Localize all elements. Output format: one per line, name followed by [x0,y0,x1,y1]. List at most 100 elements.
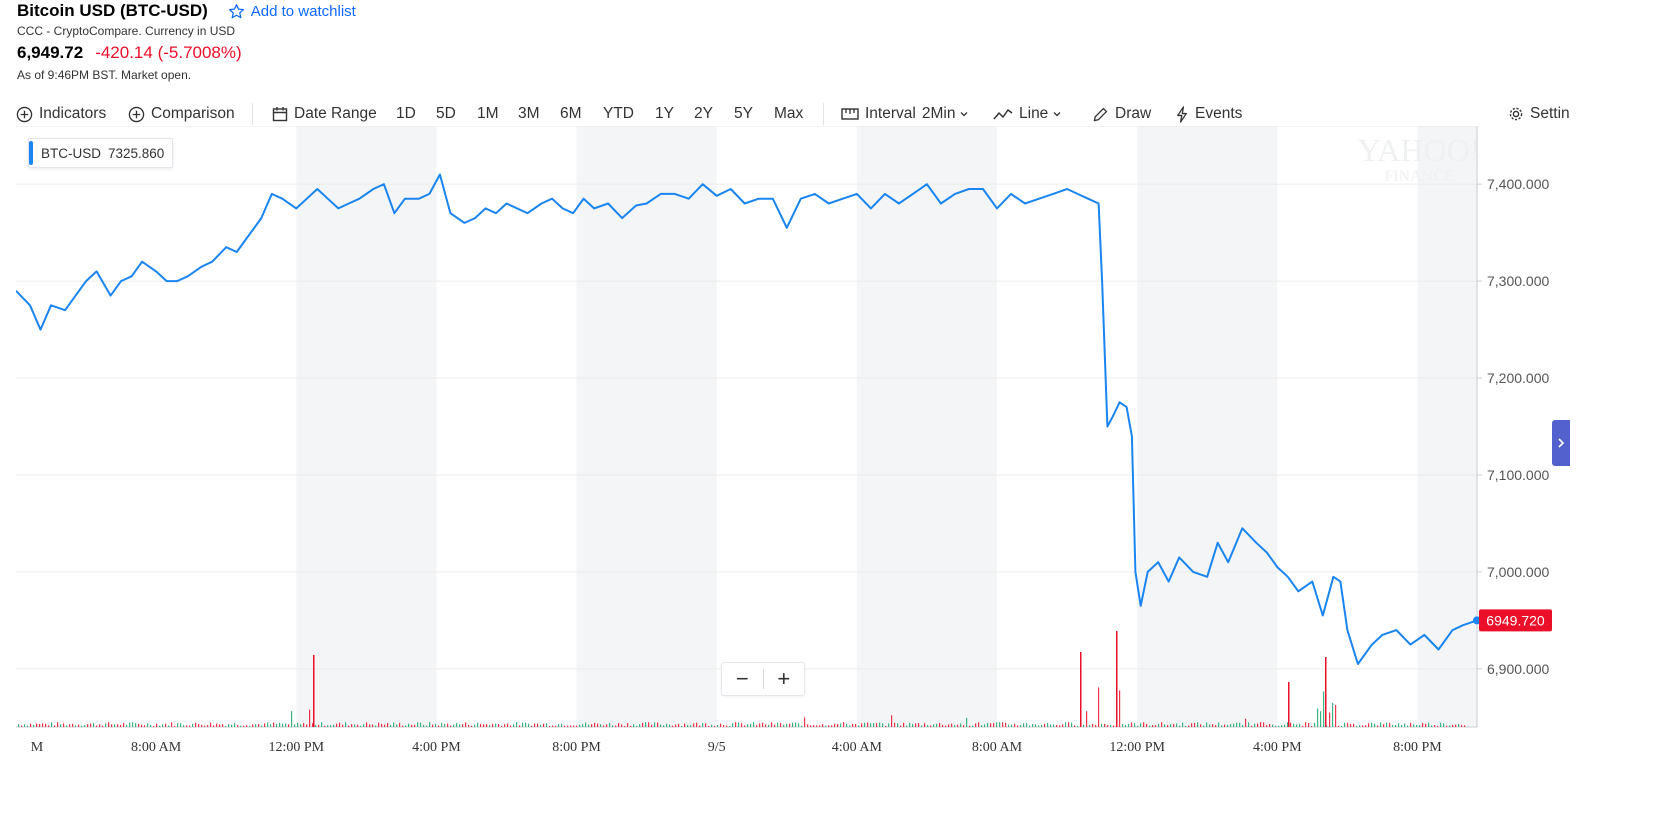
x-tick-label: 8:00 PM [552,740,601,755]
volume-bar [90,723,92,727]
draw-button[interactable]: Draw [1092,105,1151,123]
volume-bar [405,725,407,727]
volume-bar [777,722,779,727]
volume-bar [939,722,941,727]
range-max[interactable]: Max [774,105,804,122]
volume-bar [666,723,668,727]
chevron-down-icon [960,112,968,117]
volume-bar [1230,724,1232,727]
date-range-button[interactable]: Date Range [272,105,377,123]
volume-bar [1185,725,1187,727]
volume-bar [948,724,950,727]
volume-bar [804,717,806,727]
zoom-in-button[interactable]: + [777,666,791,691]
volume-bar [135,723,137,727]
volume-bar [180,723,182,727]
volume-bar [600,724,602,727]
shaded-band [1417,126,1477,727]
volume-bar [996,722,998,727]
volume-bar [999,722,1001,727]
volume-bar [1392,725,1394,727]
volume-bar [288,724,290,727]
ruler-icon [841,108,859,120]
range-ytd[interactable]: YTD [603,105,634,122]
volume-bar [780,722,782,727]
range-1m[interactable]: 1M [477,105,499,122]
volume-bar [1380,722,1382,727]
price-chart[interactable]: YAHOO!FINANCE 7,400.000 7,300.000 7,200.000… [15,125,1673,816]
range-1d[interactable]: 1D [396,105,416,122]
volume-bar [186,725,188,727]
y-tick-label: 7,200.000 [1487,370,1549,386]
volume-bar [792,722,794,727]
volume-bar [459,724,461,727]
comparison-button[interactable]: Comparison [128,105,235,123]
shaded-band [856,126,998,727]
range-5d[interactable]: 5D [436,105,456,122]
volume-bar [1197,722,1199,727]
events-button[interactable]: Events [1175,105,1242,123]
volume-bar [93,722,95,727]
volume-bar [1107,725,1109,727]
indicators-button[interactable]: Indicators [16,105,106,123]
volume-bar [1347,722,1349,727]
volume-bar [1008,724,1010,727]
volume-bar [942,724,944,727]
x-tick-label: 12:00 PM [268,740,324,755]
volume-bar [141,724,143,727]
volume-bar [1047,722,1049,727]
volume-bar [498,724,500,727]
volume-bar [324,725,326,727]
volume-bar [495,723,497,727]
volume-bar [690,725,692,727]
volume-bar [213,725,215,727]
settings-button[interactable]: Settin [1508,105,1570,123]
volume-bar [1056,724,1058,727]
volume-bar [51,722,53,727]
volume-bar [714,725,716,727]
volume-bars [18,631,1466,727]
volume-bar [246,725,248,727]
volume-bar [1071,722,1073,727]
volume-bar [147,723,149,727]
volume-bar [1293,723,1295,727]
volume-bar [183,725,185,727]
comparison-label: Comparison [151,105,235,122]
volume-bar [114,724,116,727]
series-legend[interactable]: BTC-USD 7325.860 [28,138,174,168]
range-3m[interactable]: 3M [518,105,540,122]
volume-bar [1167,725,1169,727]
volume-bar [771,722,773,727]
volume-bar [693,723,695,727]
volume-bar [1059,725,1061,727]
side-panel-toggle[interactable] [1552,420,1570,466]
add-to-watchlist-link[interactable]: Add to watchlist [228,3,356,20]
shaded-band [296,126,437,727]
volume-bar [663,725,665,727]
volume-bar [846,723,848,727]
date-range-label: Date Range [294,105,377,122]
volume-bar [1389,722,1391,727]
line-chart-icon [993,109,1013,120]
range-6m[interactable]: 6M [560,105,582,122]
volume-bar [735,722,737,727]
volume-bar [990,723,992,727]
range-5y[interactable]: 5Y [734,105,753,122]
chart-area[interactable]: YAHOO! FINANCE 7,400.000 7,300.000 7,200.000… [15,125,1673,821]
range-1y[interactable]: 1Y [655,105,674,122]
volume-bar [1251,725,1253,727]
zoom-out-button[interactable]: − [735,666,749,691]
volume-bar [528,723,530,727]
volume-bar [456,722,458,727]
interval-button[interactable]: Interval 2Min [841,105,969,123]
volume-bar [1437,725,1439,727]
volume-bar [1143,722,1145,727]
volume-bar [1335,705,1337,727]
range-2y[interactable]: 2Y [694,105,713,122]
volume-bar [417,722,419,727]
chart-type-button[interactable]: Line [993,105,1062,123]
volume-bar [327,725,329,727]
volume-bar [156,723,158,727]
volume-bar [117,724,119,727]
volume-bar [1194,723,1196,727]
